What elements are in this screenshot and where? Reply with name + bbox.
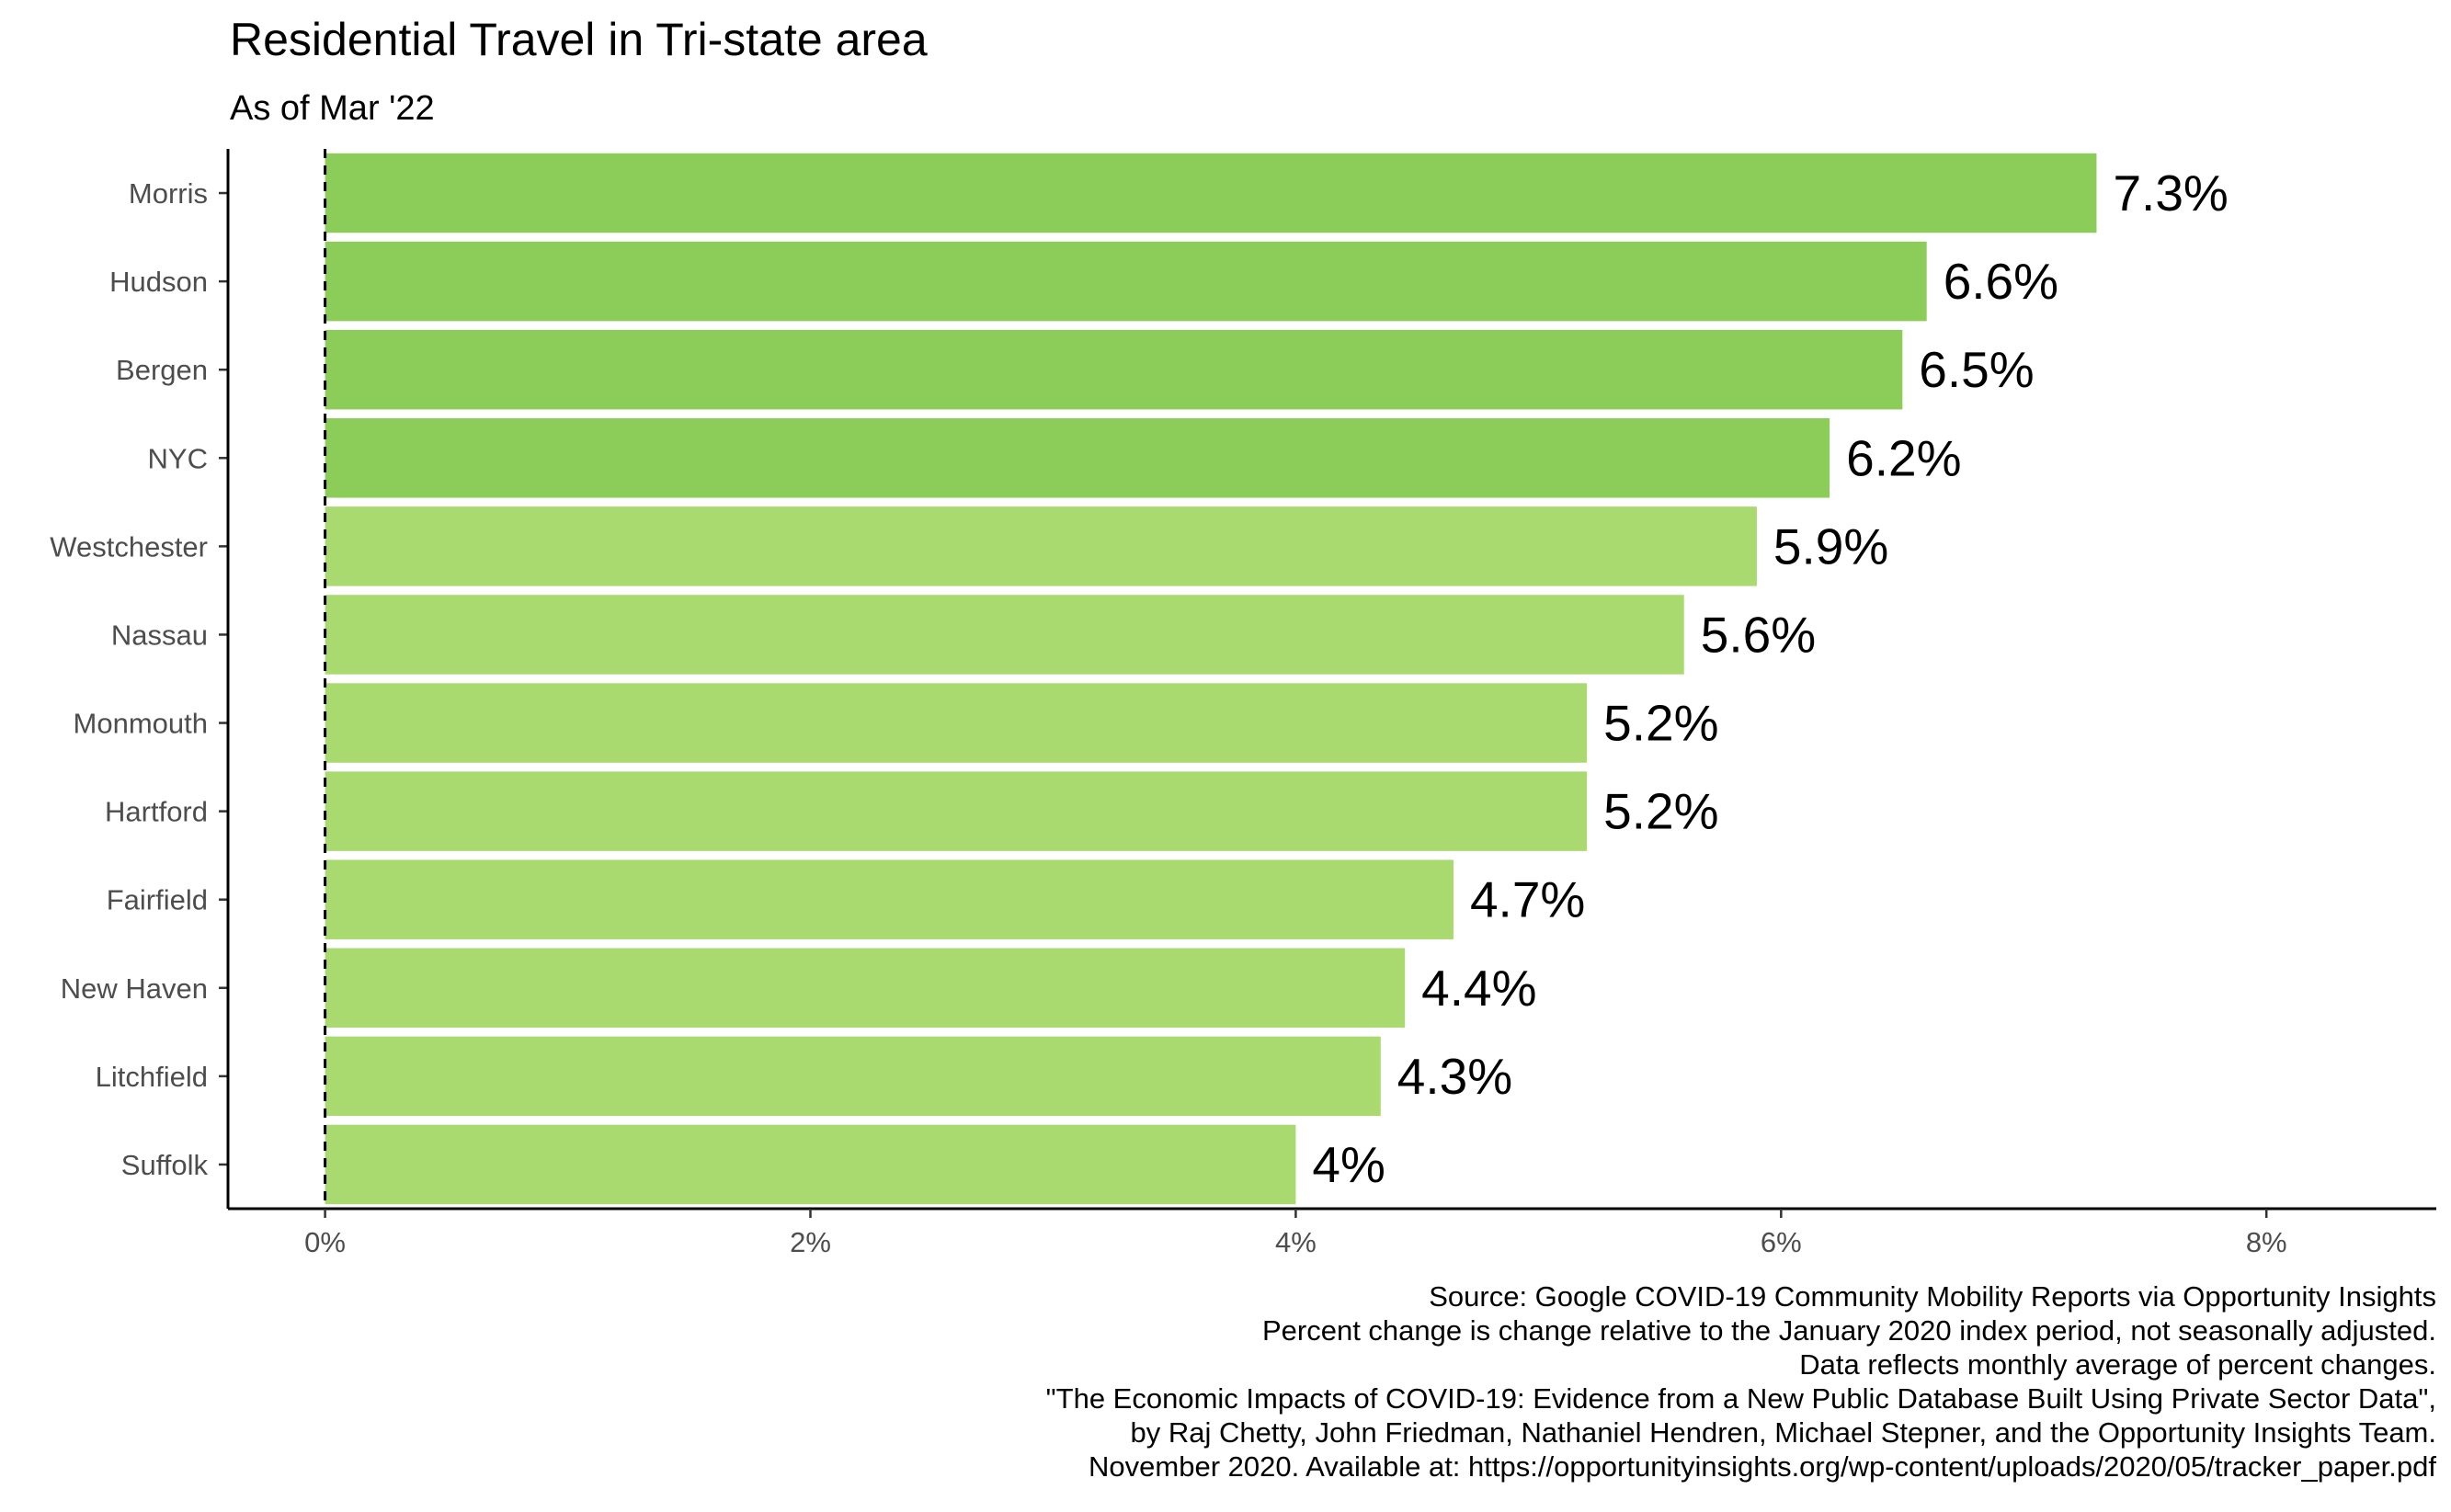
caption-line: November 2020. Available at: https://opp… bbox=[1089, 1450, 2436, 1483]
category-label: Nassau bbox=[111, 619, 208, 651]
category-label: New Haven bbox=[61, 972, 208, 1005]
caption-line: Source: Google COVID-19 Community Mobili… bbox=[1429, 1280, 2436, 1313]
caption-line: Data reflects monthly average of percent… bbox=[1799, 1348, 2436, 1381]
category-label: Hudson bbox=[109, 266, 208, 298]
bar-monmouth bbox=[325, 683, 1588, 763]
data-label: 4% bbox=[1312, 1136, 1385, 1193]
data-label: 5.2% bbox=[1603, 695, 1718, 752]
bar-nyc bbox=[325, 418, 1830, 498]
caption-line: "The Economic Impacts of COVID-19: Evide… bbox=[1046, 1382, 2436, 1415]
data-label: 4.4% bbox=[1421, 960, 1536, 1017]
caption-line: by Raj Chetty, John Friedman, Nathaniel … bbox=[1131, 1416, 2436, 1449]
category-label: Monmouth bbox=[74, 708, 208, 740]
data-label: 5.9% bbox=[1773, 517, 1888, 574]
data-label: 6.5% bbox=[1919, 341, 2034, 398]
bar-new-haven bbox=[325, 948, 1406, 1029]
chart-title: Residential Travel in Tri-state area bbox=[230, 14, 928, 65]
data-label: 5.6% bbox=[1701, 606, 1816, 663]
category-label: Litchfield bbox=[96, 1061, 208, 1093]
category-label: Fairfield bbox=[107, 884, 208, 916]
data-label: 7.3% bbox=[2113, 165, 2228, 222]
data-label: 6.2% bbox=[1846, 429, 1961, 486]
bar-nassau bbox=[325, 595, 1684, 675]
bars-group: 7.3% 6.6% 6.5% 6.2% 5.9% 5.6% 5.2% 5.2% 4.7% 4.4%… bbox=[325, 153, 2229, 1205]
bar-suffolk bbox=[325, 1124, 1296, 1205]
chart-subtitle: As of Mar '22 bbox=[230, 89, 435, 128]
data-label: 6.6% bbox=[1944, 253, 2058, 310]
axes-group: Morris Hudson Bergen NYC Westchester Nassau Mo… bbox=[50, 149, 2436, 1258]
data-label: 4.7% bbox=[1470, 871, 1585, 928]
bar-hartford bbox=[325, 771, 1588, 851]
bar-bergen bbox=[325, 329, 1903, 410]
caption-line: Percent change is change relative to the… bbox=[1262, 1314, 2436, 1347]
x-tick-label: 2% bbox=[790, 1226, 831, 1258]
category-label: Morris bbox=[129, 177, 208, 210]
caption-group: Source: Google COVID-19 Community Mobili… bbox=[1046, 1280, 2437, 1483]
category-label: Bergen bbox=[116, 354, 208, 386]
bar-litchfield bbox=[325, 1036, 1381, 1117]
x-tick-label: 8% bbox=[2246, 1226, 2287, 1258]
bar-fairfield bbox=[325, 859, 1454, 939]
category-label: Suffolk bbox=[121, 1149, 209, 1181]
data-label: 4.3% bbox=[1397, 1048, 1512, 1105]
bar-westchester bbox=[325, 506, 1757, 586]
bar-morris bbox=[325, 153, 2097, 233]
bar-hudson bbox=[325, 241, 1927, 322]
data-label: 5.2% bbox=[1603, 783, 1718, 840]
category-label: Westchester bbox=[50, 530, 208, 563]
category-label: Hartford bbox=[105, 796, 208, 828]
category-label: NYC bbox=[148, 442, 208, 474]
x-tick-label: 6% bbox=[1761, 1226, 1802, 1258]
x-tick-label: 0% bbox=[304, 1226, 346, 1258]
x-tick-label: 4% bbox=[1275, 1226, 1317, 1258]
